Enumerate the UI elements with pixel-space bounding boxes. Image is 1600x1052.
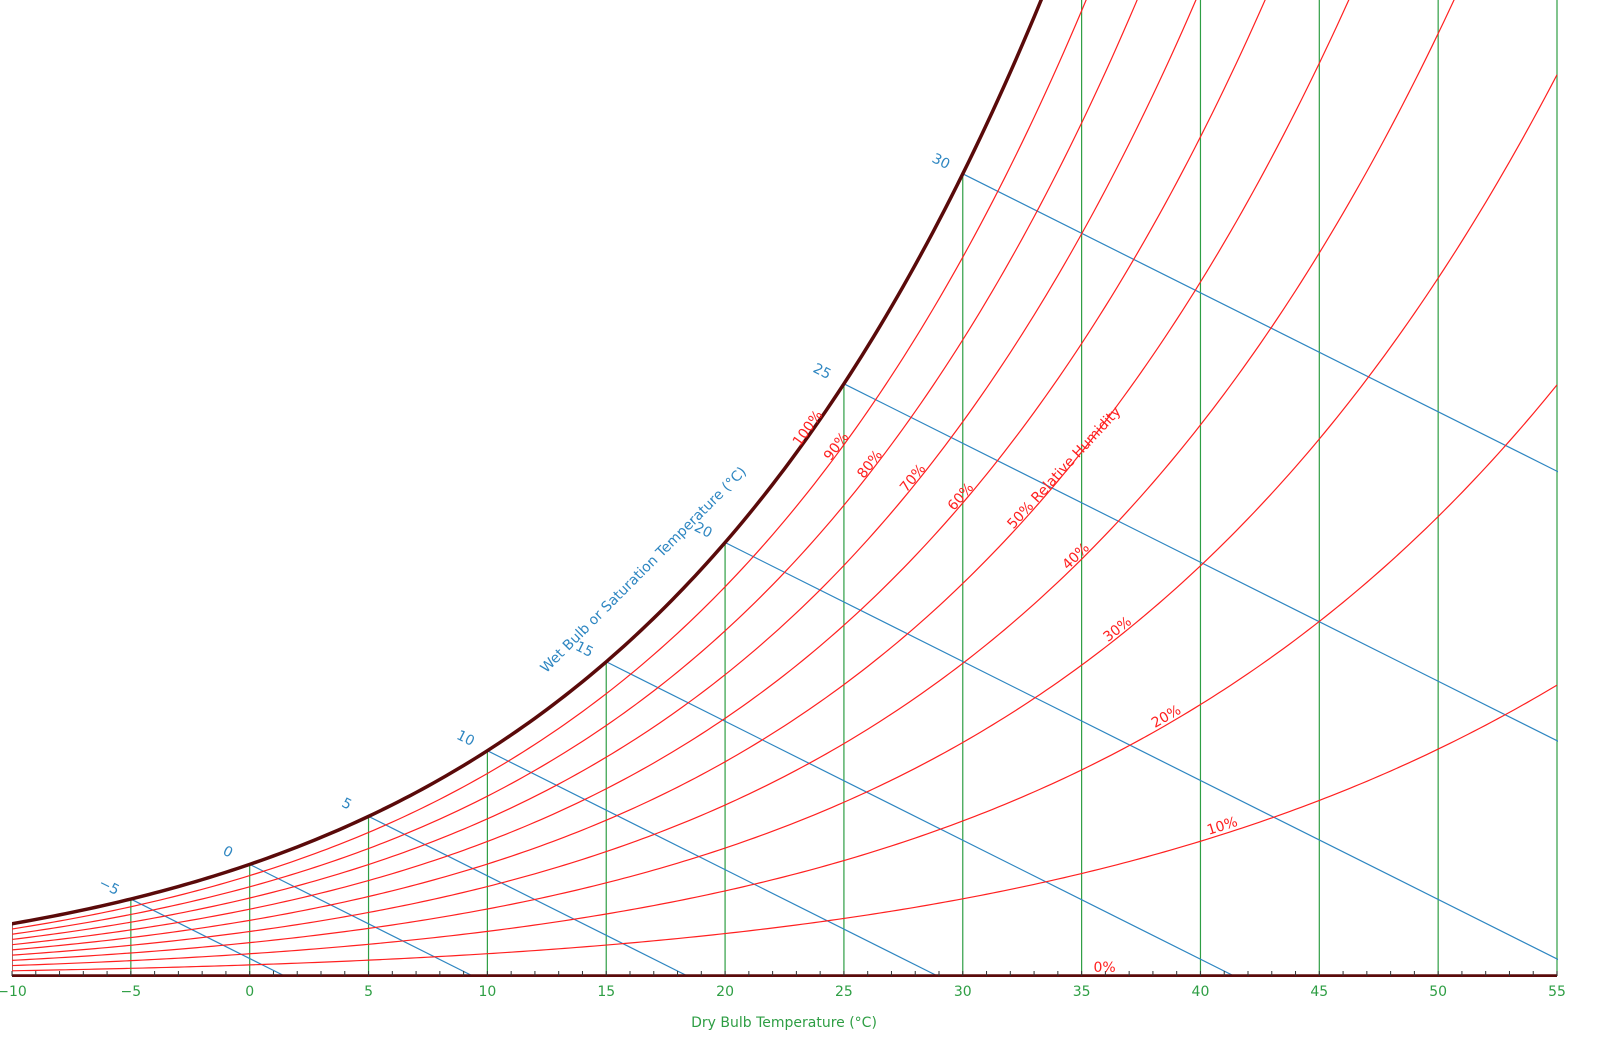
x-tick-label: 15 [597, 984, 615, 1000]
x-tick-label: −5 [121, 984, 142, 1000]
wet-bulb-line [130, 898, 285, 977]
plot-area [12, 0, 1558, 977]
rh-curve [12, 0, 1138, 935]
rh-curve [12, 0, 1087, 930]
x-axis-title: Dry Bulb Temperature (°C) [691, 1015, 877, 1031]
wet-bulb-label: 20 [692, 519, 715, 541]
wet-bulb-line [487, 750, 938, 977]
rh-label: 30% [1100, 614, 1134, 646]
x-tick-label: 35 [1073, 984, 1091, 1000]
wet-bulb-label: 5 [339, 795, 354, 813]
x-tick-label: 0 [245, 984, 254, 1000]
rh-label: 40% [1059, 540, 1092, 573]
rh-curve [12, 0, 1266, 946]
wet-bulb-label: −5 [96, 875, 122, 899]
x-tick-label: 40 [1192, 984, 1210, 1000]
wet-bulb-label: 10 [454, 728, 477, 750]
rh-curve [12, 0, 1455, 956]
x-tick-label: 55 [1548, 984, 1566, 1000]
x-tick-label: 5 [364, 984, 373, 1000]
wet-bulb-line [605, 661, 1235, 977]
wet-bulb-line [843, 383, 1558, 742]
labels: −10 −5 0 5 10 15 20 25 30 35 40 45 50 55 −5 0 5 10 15 20 25 3… [0, 151, 1566, 1000]
x-tick-label: 50 [1429, 984, 1447, 1000]
rh-label: 60% [945, 480, 977, 514]
wet-bulb-line [962, 173, 1558, 473]
rh-curve [12, 0, 1350, 951]
wet-bulb-title: Wet Bulb or Saturation Temperature (°C) [538, 464, 750, 676]
wet-bulb-label: 30 [929, 151, 952, 173]
rh-label: 20% [1149, 702, 1184, 731]
rh-curve [12, 0, 1044, 926]
wet-bulb-line [249, 863, 474, 977]
rh-label: 90% [821, 429, 852, 464]
wet-bulb-label: 25 [810, 361, 833, 383]
wet-bulb-line [368, 815, 688, 977]
rh-curve [12, 384, 1558, 967]
rh-label: 0% [1094, 960, 1116, 976]
rh-label: 80% [854, 447, 886, 481]
wet-bulb-line [724, 541, 1558, 961]
wet-bulb-label: 0 [220, 843, 235, 861]
rh-curve [12, 74, 1558, 961]
x-tick-label: −10 [0, 984, 27, 1000]
rh-curve [12, 0, 1197, 941]
x-tick-label: 25 [835, 984, 853, 1000]
x-tick-label: 45 [1310, 984, 1328, 1000]
rh-label: 70% [897, 461, 929, 495]
rh-label: 100% [790, 408, 826, 450]
x-tick-label: 20 [716, 984, 734, 1000]
rh-label: 50% Relative Humidity [1004, 404, 1124, 533]
wet-bulb-label: 15 [573, 639, 596, 661]
x-tick-label: 30 [954, 984, 972, 1000]
x-tick-label: 10 [478, 984, 496, 1000]
rh-curve [12, 684, 1558, 972]
